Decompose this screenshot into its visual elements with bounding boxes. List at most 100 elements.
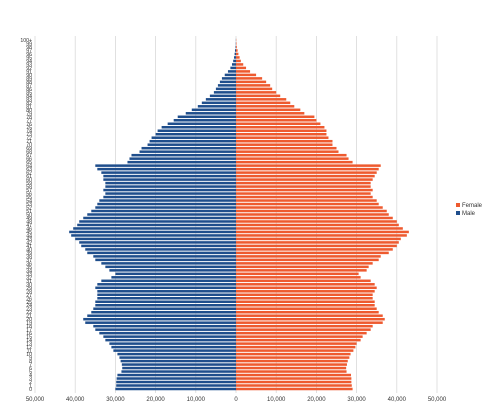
bar-female-age-20 (236, 317, 385, 321)
bar-female-age-64 (236, 164, 381, 167)
bar-male-age-13 (109, 342, 236, 345)
y-tick-label: 96 (26, 52, 32, 58)
bar-male-age-28 (97, 290, 236, 293)
y-tick-label: 29 (26, 286, 32, 292)
y-tick-label: 47 (26, 223, 32, 229)
bar-female-age-42 (236, 241, 399, 244)
x-tick-label: 10,000 (187, 397, 206, 403)
bar-male-age-47 (77, 223, 237, 227)
y-tick-label: 75 (26, 125, 32, 131)
y-tick-label: 73 (26, 132, 32, 138)
bar-male-age-61 (103, 174, 236, 178)
bar-male-age-29 (95, 286, 236, 290)
bar-male-age-46 (73, 227, 236, 230)
y-tick-label: 70 (26, 143, 32, 149)
bar-male-age-91 (227, 70, 236, 73)
bar-male-age-15 (103, 335, 236, 338)
y-tick-label: 60 (26, 178, 32, 184)
bar-female-age-84 (236, 94, 281, 98)
bar-female-age-78 (236, 115, 315, 119)
y-tick-label: 80 (26, 108, 32, 114)
bar-female-age-96 (236, 52, 239, 56)
y-tick-label: 3 (29, 377, 32, 383)
bar-female-age-74 (236, 129, 327, 132)
bar-male-age-88 (219, 80, 236, 84)
y-tick-label: 33 (26, 272, 32, 278)
bar-female-age-86 (236, 87, 273, 91)
bar-female-age-95 (236, 56, 240, 59)
bar-female-age-63 (236, 167, 379, 171)
x-tick-label: 30,000 (106, 397, 125, 403)
bar-male-age-90 (224, 73, 236, 77)
bar-male-age-51 (91, 209, 236, 213)
bar-female-age-43 (236, 237, 401, 241)
y-tick-label: 57 (26, 188, 32, 194)
bar-female-age-22 (236, 310, 379, 314)
bar-male-age-10 (117, 352, 236, 356)
bar-female-age-77 (236, 119, 317, 122)
y-tick-label: 76 (26, 122, 32, 128)
bar-female-age-26 (236, 297, 373, 300)
bar-female-age-90 (236, 73, 257, 77)
y-tick-label: 35 (26, 265, 32, 271)
bar-male-age-25 (95, 300, 236, 304)
y-tick-label: 55 (26, 195, 32, 201)
bar-female-age-0 (236, 387, 353, 391)
bar-male-age-67 (131, 153, 236, 157)
bar-female-age-17 (236, 328, 371, 331)
bar-male-age-48 (79, 220, 236, 223)
y-tick-label: 74 (26, 129, 32, 135)
bar-female-age-62 (236, 171, 377, 174)
bar-male-age-79 (185, 112, 236, 115)
y-tick-label: 22 (26, 310, 32, 316)
bar-female-age-31 (236, 279, 371, 283)
y-tick-label: 26 (26, 296, 32, 302)
y-tick-label: 85 (26, 90, 32, 96)
bar-male-age-63 (97, 167, 236, 171)
bar-female-age-37 (236, 258, 379, 262)
bar-male-age-11 (113, 349, 236, 352)
y-tick-label: 18 (26, 324, 32, 330)
bar-male-age-96 (234, 52, 236, 56)
bar-male-age-32 (111, 276, 236, 279)
y-tick-label: 52 (26, 206, 32, 212)
bar-female-age-58 (236, 185, 371, 188)
y-tick-label: 14 (26, 338, 32, 344)
bar-male-age-37 (95, 258, 236, 262)
y-tick-label: 34 (26, 268, 32, 274)
bar-male-age-19 (85, 321, 236, 324)
y-tick-label: 84 (26, 94, 32, 100)
bar-female-age-14 (236, 338, 361, 342)
y-tick-label: 68 (26, 150, 32, 156)
bar-female-age-89 (236, 77, 263, 80)
bar-male-age-94 (233, 59, 236, 63)
bar-female-age-65 (236, 160, 353, 164)
bar-female-age-30 (236, 283, 375, 286)
y-tick-label: 1 (29, 384, 32, 390)
bar-male-age-76 (167, 122, 236, 126)
bar-female-age-71 (236, 139, 333, 143)
y-tick-label: 50 (26, 213, 32, 219)
bar-female-age-23 (236, 307, 377, 310)
y-tick-label: 69 (26, 146, 32, 152)
bar-female-age-19 (236, 321, 383, 324)
bar-female-age-73 (236, 132, 327, 136)
bar-male-age-75 (161, 125, 236, 129)
bars-layer (69, 38, 409, 391)
legend-label-female: Female (462, 203, 483, 209)
bar-female-age-29 (236, 286, 377, 290)
bar-female-age-38 (236, 255, 381, 258)
bar-male-age-73 (155, 132, 236, 136)
y-tick-label: 20 (26, 317, 32, 323)
y-tick-label: 99 (26, 41, 32, 47)
bar-male-age-2 (116, 380, 236, 384)
legend-swatch-male (456, 211, 460, 215)
y-tick-label: 51 (26, 209, 32, 215)
bar-female-age-8 (236, 359, 348, 363)
bar-female-age-87 (236, 84, 271, 87)
bar-male-age-53 (97, 202, 236, 206)
bar-male-age-49 (83, 216, 237, 220)
bar-female-age-93 (236, 63, 244, 66)
bar-male-age-14 (105, 338, 236, 342)
y-tick-label: 42 (26, 240, 32, 246)
